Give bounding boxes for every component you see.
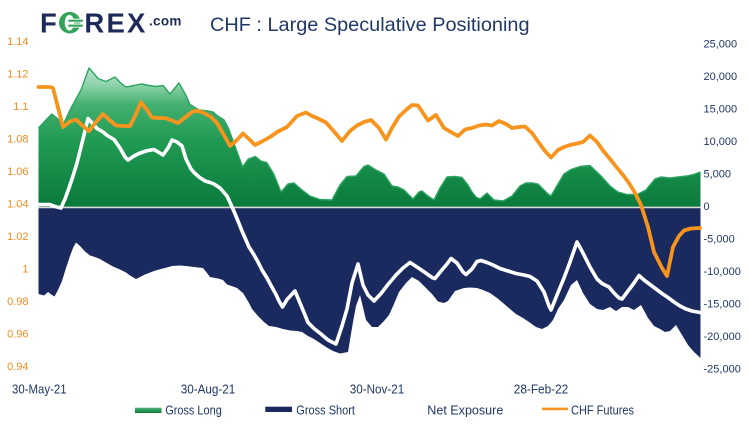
svg-text:-15,000: -15,000 [704,299,741,311]
svg-text:5,000: 5,000 [704,169,732,181]
svg-text:1: 1 [22,264,28,276]
svg-text:-5,000: -5,000 [704,234,735,246]
svg-text:30-May-21: 30-May-21 [12,381,67,396]
svg-text:1.12: 1.12 [7,69,28,81]
svg-text:1.04: 1.04 [7,199,28,211]
svg-text:1.14: 1.14 [7,36,28,48]
svg-text:0.98: 0.98 [7,296,28,308]
svg-text:28-Feb-22: 28-Feb-22 [514,381,569,396]
svg-text:0: 0 [704,201,710,213]
svg-text:-10,000: -10,000 [704,266,741,278]
svg-text:30-Nov-21: 30-Nov-21 [350,381,405,396]
svg-text:Gross Long: Gross Long [165,402,222,417]
svg-text:.com: .com [149,14,182,29]
svg-text:CHF Futures: CHF Futures [571,402,634,417]
svg-text:15,000: 15,000 [704,104,738,116]
svg-text:REX: REX [84,8,147,39]
svg-text:-20,000: -20,000 [704,331,741,343]
svg-text:Gross Short: Gross Short [296,402,355,417]
svg-text:CHF : Large Speculative Positi: CHF : Large Speculative Positioning [210,14,530,36]
svg-text:10,000: 10,000 [704,136,738,148]
svg-text:Net Exposure: Net Exposure [427,402,503,417]
svg-text:30-Aug-21: 30-Aug-21 [181,381,236,396]
svg-text:-25,000: -25,000 [704,364,741,376]
svg-text:F: F [40,8,57,39]
svg-text:0.94: 0.94 [7,361,28,373]
svg-text:0.96: 0.96 [7,329,28,341]
svg-text:20,000: 20,000 [704,71,738,83]
svg-text:1.1: 1.1 [13,101,28,113]
svg-text:1.06: 1.06 [7,166,28,178]
svg-text:1.08: 1.08 [7,134,28,146]
svg-text:1.02: 1.02 [7,231,28,243]
svg-text:25,000: 25,000 [704,39,738,51]
